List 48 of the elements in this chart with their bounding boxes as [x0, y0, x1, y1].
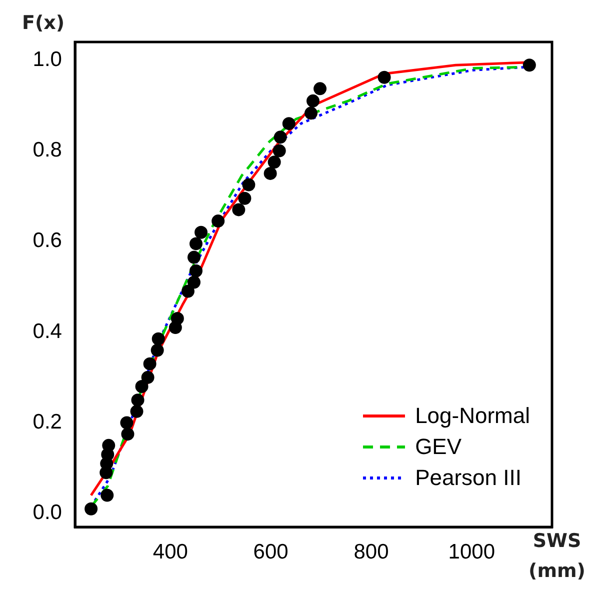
x-tick-label: 800 — [354, 540, 389, 564]
y-tick-label: 0.6 — [32, 229, 62, 252]
point — [100, 488, 114, 502]
y-tick-label: 0.8 — [32, 138, 62, 162]
y-tick-label: 0.4 — [32, 320, 62, 343]
y-tick-label: 0.2 — [32, 410, 62, 434]
point — [304, 106, 318, 120]
point — [150, 344, 164, 357]
x-tick-label: 600 — [253, 540, 288, 564]
point — [272, 144, 286, 158]
point — [130, 404, 144, 418]
point — [268, 156, 281, 169]
y-axis-title: F(x) — [22, 12, 65, 34]
y-tick-label: 1.0 — [32, 48, 62, 71]
point — [264, 166, 277, 180]
point — [378, 70, 391, 84]
point — [170, 312, 184, 325]
legend-label: GEV — [415, 434, 462, 460]
point — [152, 332, 165, 346]
point — [190, 237, 203, 250]
point — [131, 394, 144, 407]
point — [232, 203, 246, 216]
point — [274, 130, 287, 144]
point — [135, 380, 148, 393]
x-tick-label: 400 — [152, 540, 188, 564]
point — [84, 502, 98, 516]
y-tick-label: 0.0 — [32, 501, 62, 524]
point — [120, 416, 134, 430]
point — [314, 82, 327, 96]
point — [181, 284, 194, 298]
point — [212, 214, 225, 228]
point — [121, 428, 134, 441]
point — [141, 370, 154, 384]
point — [242, 178, 256, 192]
point — [306, 94, 320, 108]
x-axis-title: SWS (mm) — [528, 529, 586, 584]
point — [188, 276, 200, 289]
x-tick-label: 1000 — [448, 540, 496, 564]
point — [143, 357, 156, 370]
legend-label: Log-Normal — [415, 402, 530, 428]
point — [188, 250, 200, 264]
point — [238, 192, 252, 205]
point — [190, 264, 203, 278]
point — [522, 58, 536, 72]
point — [194, 226, 208, 239]
legend-label: Pearson III — [415, 464, 522, 490]
point — [102, 438, 116, 452]
point — [282, 117, 296, 130]
